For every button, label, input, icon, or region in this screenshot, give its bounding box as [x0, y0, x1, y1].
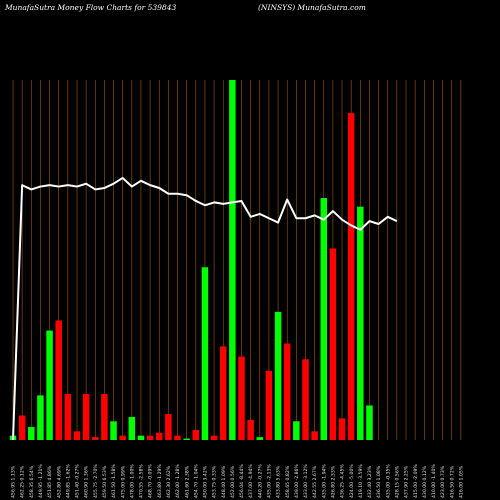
x-tick-label: 456.95 1.13%: [11, 465, 17, 498]
x-tick-label: 451.85 4.86%: [47, 465, 53, 498]
x-tick-label: 455.75 -2.70%: [93, 464, 99, 498]
x-tick-label: 454.70 -1.04%: [193, 464, 199, 498]
bar-40: [366, 405, 373, 440]
site-title: (NINSYS) MunafaSutra.com: [258, 3, 366, 12]
bar-12: [110, 421, 117, 440]
bar-33: [302, 359, 309, 440]
x-tick-label: 461.50 -1.58%: [111, 464, 117, 498]
bar-7: [64, 393, 72, 440]
x-tick-label: 442.55 2.67%: [312, 465, 318, 498]
x-tick-label: 451.40 -0.27%: [75, 464, 81, 498]
x-tick-label: 468.70 -0.09%: [148, 464, 154, 498]
bar-31: [283, 343, 291, 440]
x-tick-label: 458.65 0.82%: [285, 465, 291, 498]
x-tick-label: 430.00 0.12%: [422, 465, 428, 498]
bar-37: [338, 418, 346, 440]
x-tick-label: 437.00 -4.94%: [248, 464, 254, 498]
x-tick-label: 449.85 -1.62%: [65, 464, 71, 498]
bar-5: [46, 330, 53, 440]
bar-18: [165, 414, 172, 440]
bar-36: [329, 248, 337, 440]
bar-39: [357, 206, 364, 440]
bar-38: [347, 113, 355, 441]
x-tick-label: 458.35 6.54%: [29, 465, 35, 498]
bar-4: [37, 395, 44, 440]
bar-16: [146, 435, 154, 440]
bar-13: [119, 435, 126, 440]
bar-22: [201, 267, 209, 440]
x-tick-label: 410.00 -1.40%: [431, 464, 437, 498]
bar-6: [55, 320, 62, 440]
x-tick-label: 432.40 3.23%: [367, 465, 373, 498]
bar-32: [293, 421, 300, 440]
x-tick-label: 416.50 0.72%: [449, 465, 455, 498]
volume-bars: [9, 80, 373, 441]
x-axis-ticks: 456.95 1.13% 462.25 0.12% 458.35 6.54% 449.…: [11, 464, 465, 498]
grid-lines: [12, 80, 462, 440]
x-tick-label: 433.80 5.63%: [276, 465, 282, 498]
x-tick-label: 448.40 1.09%: [221, 465, 227, 498]
bar-29: [265, 370, 273, 440]
price-line-layer: [12, 176, 398, 441]
x-tick-label: 433.00 -3.12%: [303, 464, 309, 498]
x-tick-label: 470.55 -2.58%: [139, 464, 145, 498]
bar-26: [238, 356, 245, 440]
bar-20: [183, 438, 190, 440]
x-tick-label: 459.50 6.53%: [102, 465, 108, 498]
x-tick-label: 435.00 -0.35%: [385, 464, 391, 498]
x-tick-label: 462.00 -1.28%: [175, 464, 181, 498]
bar-19: [174, 435, 181, 440]
bar-28: [256, 437, 264, 440]
bar-2: [18, 415, 26, 440]
x-tick-label: 439.00 -2.86%: [294, 464, 300, 498]
x-tick-label: 449.95 -1.21%: [38, 464, 44, 498]
x-tick-label: 426.80 2.33%: [331, 465, 337, 498]
x-tick-label: 461.60 2.38%: [184, 465, 190, 498]
x-tick-label: 450.00 3.42%: [203, 465, 209, 498]
bar-9: [82, 393, 90, 440]
x-tick-label: 460.90 1.36%: [84, 465, 90, 498]
chart-title: MunafaSutra Money Flow Charts for 539843: [5, 3, 177, 12]
x-tick-label: 475.00 0.99%: [120, 465, 126, 498]
x-tick-label: 456.04 -8.44%: [239, 464, 245, 498]
x-tick-label: 435.00 -2.13%: [267, 464, 273, 498]
bar-15: [137, 435, 145, 440]
x-tick-label: 428.15 0.56%: [394, 465, 400, 498]
x-tick-label: 463.80 -1.29%: [157, 464, 163, 498]
x-tick-label: 436.50 1.08%: [376, 465, 382, 498]
x-tick-label: 435.00 -1.94%: [321, 464, 327, 498]
bar-23: [210, 435, 218, 440]
bar-24: [219, 346, 227, 440]
price-line: [12, 176, 398, 441]
x-tick-label: 462.25 0.12%: [20, 465, 26, 498]
x-tick-label: 452.80 4.69%: [56, 465, 62, 498]
bar-21: [192, 429, 200, 440]
x-tick-label: 419.10 -3.59%: [358, 464, 364, 498]
x-tick-label: 478.00 -1.00%: [129, 464, 135, 498]
bar-17: [155, 432, 163, 440]
bar-25: [229, 80, 236, 440]
x-tick-label: 437.90 2.25%: [404, 465, 410, 498]
x-tick-label: 462.30 2.62%: [166, 465, 172, 498]
bar-11: [101, 393, 108, 440]
bar-8: [73, 431, 81, 440]
bar-27: [247, 419, 254, 440]
x-tick-label: 436.25 -4.45%: [340, 464, 346, 498]
x-tick-label: 452.00 0.56%: [230, 465, 236, 498]
bar-10: [92, 437, 99, 440]
x-tick-label: 440.20 -0.27%: [257, 464, 263, 498]
bar-34: [311, 431, 318, 440]
x-tick-label: 416.00 1.05%: [458, 465, 464, 498]
bar-35: [320, 198, 328, 440]
bar-14: [128, 416, 136, 440]
x-tick-label: 424.00 -5.00%: [349, 464, 355, 498]
x-tick-label: 453.75 0.33%: [212, 465, 218, 498]
bar-3: [28, 427, 35, 440]
x-tick-label: 423.00 0.73%: [440, 465, 446, 498]
bar-30: [274, 311, 282, 440]
x-tick-label: 415.00 -2.09%: [413, 464, 419, 498]
